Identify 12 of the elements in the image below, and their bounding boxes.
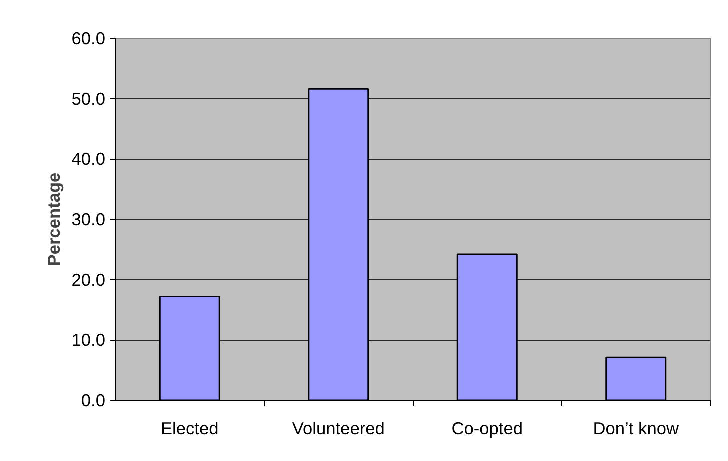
y-tick-label: 50.0	[72, 88, 106, 109]
y-tick-label: 30.0	[72, 210, 106, 230]
y-tick-label: 20.0	[72, 270, 106, 290]
y-tick-label: 60.0	[72, 28, 106, 48]
y-axis-title: Percentage	[44, 172, 64, 266]
y-tick-label: 0.0	[81, 390, 106, 410]
x-tick-label: Don’t know	[593, 418, 680, 438]
y-tick-label: 40.0	[72, 149, 106, 170]
x-tick-label: Co-opted	[452, 418, 524, 438]
x-tick-label: Volunteered	[292, 418, 385, 438]
y-tick-label: 10.0	[72, 330, 106, 350]
x-tick-label: Elected	[160, 418, 219, 438]
